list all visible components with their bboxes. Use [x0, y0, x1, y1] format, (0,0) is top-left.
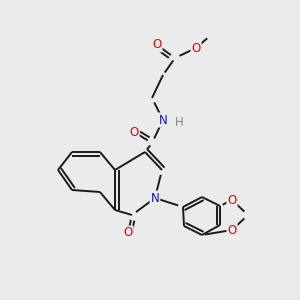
Text: O: O — [152, 38, 162, 52]
Text: O: O — [227, 194, 237, 206]
Text: O: O — [191, 41, 201, 55]
Text: N: N — [151, 191, 159, 205]
Text: O: O — [123, 226, 133, 239]
Text: N: N — [159, 113, 167, 127]
Text: O: O — [129, 125, 139, 139]
Text: O: O — [227, 224, 237, 236]
Text: H: H — [175, 116, 183, 128]
